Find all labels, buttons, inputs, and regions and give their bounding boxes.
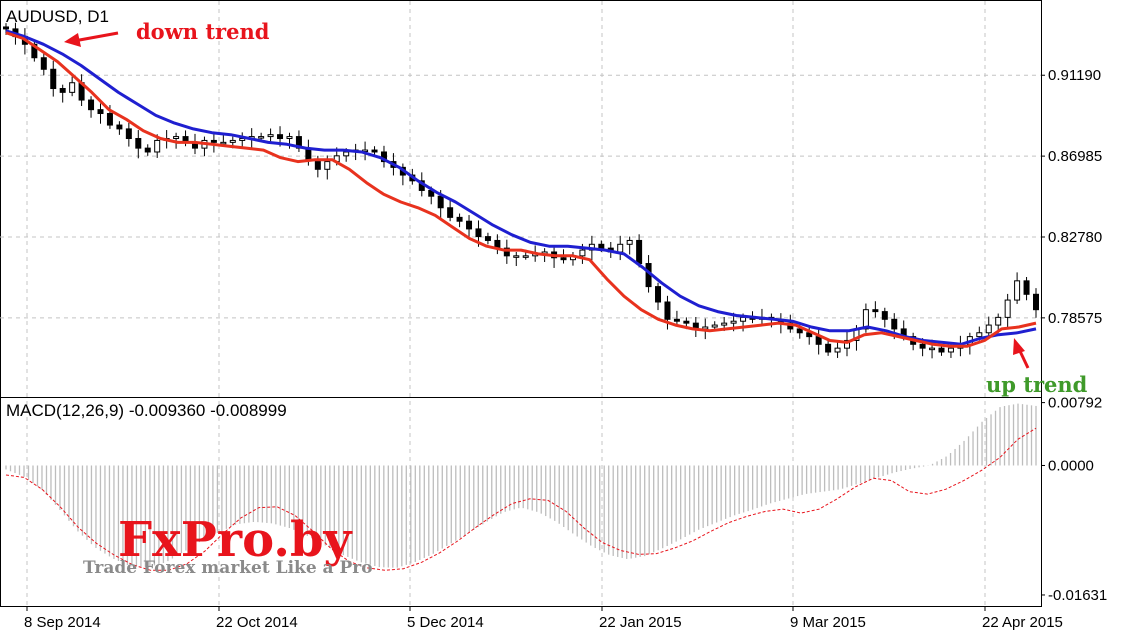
candle-body xyxy=(711,324,718,328)
candle-body xyxy=(50,68,57,90)
candle-body xyxy=(560,257,567,261)
candle-body xyxy=(872,309,879,313)
candle-body xyxy=(617,243,624,253)
down-trend-arrow-icon xyxy=(64,33,81,47)
candle-body xyxy=(3,26,9,30)
candle-body xyxy=(116,124,123,130)
macd-tick-label: 0.00792 xyxy=(1048,395,1102,412)
macd-signal-line xyxy=(5,427,1037,571)
candle-body xyxy=(513,255,520,258)
candle-body xyxy=(579,249,586,257)
candle-body xyxy=(210,139,217,143)
price-candles xyxy=(3,22,1039,359)
candle-body xyxy=(220,141,227,145)
candle-body xyxy=(69,82,76,93)
time-tick-label: 22 Apr 2015 xyxy=(982,614,1063,631)
macd-axis: 0.00792 0.0000 -0.01631 xyxy=(1041,395,1107,604)
candle-body xyxy=(938,347,945,353)
time-tick-label: 5 Dec 2014 xyxy=(407,614,484,631)
macd-tick-label: -0.01631 xyxy=(1048,587,1107,604)
candle-body xyxy=(125,128,132,140)
price-tick-label: 0.82780 xyxy=(1048,229,1102,246)
candle-body xyxy=(626,239,633,245)
candle-body xyxy=(475,228,482,238)
candle-body xyxy=(636,239,643,265)
macd-title: MACD(12,26,9) -0.009360 -0.008999 xyxy=(6,401,287,420)
candle-body xyxy=(437,195,444,209)
moving-average-red xyxy=(5,31,1037,348)
candle-body xyxy=(343,151,350,157)
down-trend-arrow-shaft xyxy=(73,31,119,43)
candle-body xyxy=(484,236,491,241)
candle-body xyxy=(154,139,161,153)
candle-body xyxy=(740,316,747,322)
down-trend-label: down trend xyxy=(136,19,270,44)
candle-body xyxy=(891,318,898,330)
candle-body xyxy=(862,309,869,330)
chart-frame xyxy=(0,0,1042,607)
watermark-brand: FxPro.by xyxy=(118,512,354,568)
candle-body xyxy=(267,134,274,138)
price-tick-label: 0.78575 xyxy=(1048,310,1102,327)
time-tick-label: 8 Sep 2014 xyxy=(24,614,101,631)
candle-body xyxy=(673,318,680,322)
time-tick-label: 22 Jan 2015 xyxy=(599,614,682,631)
candle-body xyxy=(229,139,236,143)
candle-body xyxy=(721,322,728,326)
candle-body xyxy=(456,216,463,222)
candle-body xyxy=(59,88,66,93)
moving-average-blue xyxy=(5,29,1037,346)
up-trend-arrow-icon xyxy=(1013,338,1025,355)
candle-body xyxy=(1014,280,1021,301)
candle-body xyxy=(664,301,671,320)
candle-body xyxy=(929,347,936,351)
time-tick-label: 9 Mar 2015 xyxy=(790,614,866,631)
candle-body xyxy=(277,134,284,140)
candle-body xyxy=(522,255,529,258)
candle-body xyxy=(825,343,832,353)
price-axis: 0.91190 0.86985 0.82780 0.78575 xyxy=(1041,67,1102,327)
time-axis: 8 Sep 2014 22 Oct 2014 5 Dec 2014 22 Jan 20… xyxy=(24,606,1063,631)
candle-body xyxy=(995,316,1002,326)
candle-body xyxy=(324,161,331,170)
candle-body xyxy=(947,347,954,353)
candle-body xyxy=(144,147,151,153)
candle-body xyxy=(985,324,992,334)
up-trend-label: up trend xyxy=(986,372,1088,397)
candle-body xyxy=(1004,299,1011,318)
candle-body xyxy=(796,328,803,334)
price-tick-label: 0.86985 xyxy=(1048,148,1102,165)
candle-body xyxy=(655,286,662,303)
candle-body xyxy=(881,311,888,320)
candle-body xyxy=(40,57,47,70)
candle-body xyxy=(173,136,180,140)
candle-body xyxy=(466,220,473,230)
candle-body xyxy=(730,320,737,324)
candle-body xyxy=(106,113,113,126)
macd-tick-label: 0.0000 xyxy=(1048,457,1094,474)
candle-body xyxy=(976,332,983,338)
candle-body xyxy=(447,207,454,218)
candle-body xyxy=(97,109,104,115)
watermark-tagline: Trade Forex market Like a Pro xyxy=(83,558,373,578)
candle-body xyxy=(258,136,265,139)
candle-body xyxy=(683,320,690,324)
time-tick-label: 22 Oct 2014 xyxy=(216,614,298,631)
candle-body xyxy=(844,339,851,349)
candle-body xyxy=(135,138,142,149)
candle-body xyxy=(88,99,95,111)
candle-body xyxy=(371,149,378,153)
candle-body xyxy=(286,136,293,140)
price-chart-title: AUDUSD, D1 xyxy=(6,7,109,26)
candle-body xyxy=(598,243,605,249)
macd-histogram xyxy=(5,403,1037,568)
candle-body xyxy=(919,343,926,349)
candle-body xyxy=(1033,293,1039,311)
candle-body xyxy=(834,347,841,353)
candle-body xyxy=(1023,280,1030,295)
price-tick-label: 0.91190 xyxy=(1048,67,1101,84)
candle-body xyxy=(503,247,510,257)
